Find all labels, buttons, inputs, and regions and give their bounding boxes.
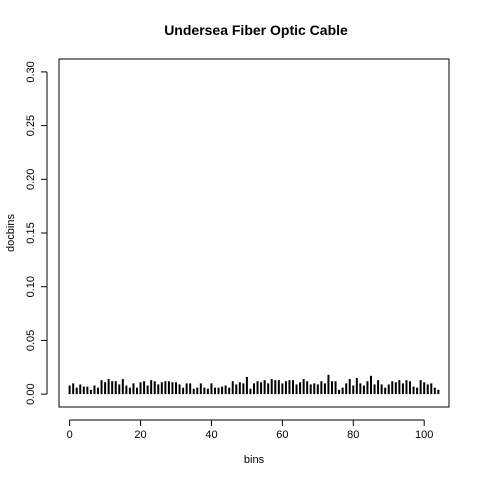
y-tick-label: 0.15 bbox=[25, 222, 37, 243]
y-tick-label: 0.10 bbox=[25, 276, 37, 297]
x-tick-label: 100 bbox=[415, 429, 433, 441]
bars-group bbox=[68, 374, 440, 395]
y-tick-label: 0.00 bbox=[25, 383, 37, 404]
x-tick-label: 20 bbox=[134, 429, 146, 441]
y-axis: 0.00 0.05 0.10 0.15 0.20 0.25 0.30 bbox=[25, 61, 48, 405]
y-tick-label: 0.05 bbox=[25, 330, 37, 351]
y-tick-label: 0.30 bbox=[25, 61, 37, 82]
x-axis-label: bins bbox=[244, 454, 265, 466]
x-axis: 0 20 40 60 80 100 bbox=[67, 419, 433, 441]
x-tick-label: 80 bbox=[347, 429, 359, 441]
x-tick-label: 40 bbox=[205, 429, 217, 441]
y-tick-label: 0.25 bbox=[25, 115, 37, 136]
y-tick-label: 0.20 bbox=[25, 169, 37, 190]
plot-frame bbox=[58, 58, 450, 408]
chart-title: Undersea Fiber Optic Cable bbox=[164, 22, 348, 38]
x-tick-label: 60 bbox=[276, 429, 288, 441]
x-tick-label: 0 bbox=[67, 429, 73, 441]
y-axis-label: docbins bbox=[5, 214, 17, 252]
